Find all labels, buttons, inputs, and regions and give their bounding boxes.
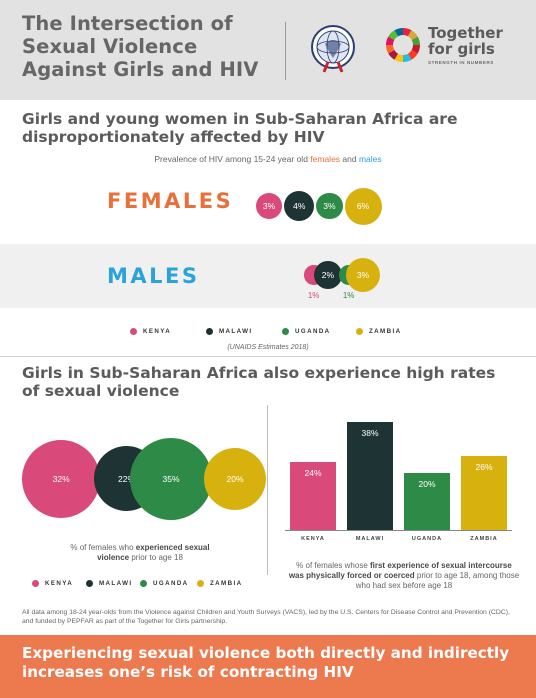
legend-top-item-uganda: UGANDA	[282, 328, 331, 335]
together-for-girls-logo-icon	[386, 28, 420, 62]
legend-top-item-text-malawi: MALAWI	[219, 328, 253, 335]
bar-caption-post: prior to age 18, among those who had sex…	[355, 571, 520, 590]
legend-top-item-dot-malawi	[206, 328, 213, 335]
bubble-caption-pre: % of females who	[70, 543, 136, 552]
bar-value-uganda: 20%	[418, 479, 436, 490]
bar-uganda: 20%	[404, 473, 450, 530]
legend-bottom-item-text-kenya: KENYA	[45, 580, 74, 587]
hiv-chart-subtitle: Prevalence of HIV among 15-24 year old f…	[0, 154, 536, 164]
legend-top-item-zambia: ZAMBIA	[356, 328, 401, 335]
banner-text: Experiencing sexual violence both direct…	[22, 644, 510, 681]
males-label: MALES	[107, 264, 200, 288]
sv-bubble-kenya: 32%	[22, 439, 101, 519]
section1-title: Girls and young women in Sub-Saharan Afr…	[22, 110, 458, 146]
legend-bottom-item-dot-uganda	[140, 580, 147, 587]
bar-category-kenya: KENYA	[301, 536, 325, 542]
source-note: (UNAIDS Estimates 2018)	[227, 344, 309, 351]
females-label: FEMALES	[107, 189, 234, 213]
sv-bubble-zambia: 20%	[204, 448, 266, 510]
bar-caption-pre: % of females whose	[296, 561, 370, 570]
legend-bottom-item-dot-zambia	[197, 580, 204, 587]
legend-top-item-text-kenya: KENYA	[143, 328, 172, 335]
bar-kenya: 24%	[290, 461, 336, 530]
bar-value-malawi: 38%	[361, 428, 379, 438]
bar-category-malawi: MALAWI	[355, 536, 385, 542]
legend-top-item-dot-kenya	[130, 328, 137, 335]
bubble-caption-post: prior to age 18	[129, 553, 183, 562]
legend-top-item-dot-zambia	[356, 328, 363, 335]
legend-bottom-item-uganda: UGANDA	[140, 580, 189, 587]
legend-bottom-item-text-malawi: MALAWI	[99, 580, 133, 587]
subtitle-text: Prevalence of HIV among 15-24 year old	[154, 154, 311, 164]
header-divider	[285, 22, 286, 80]
legend-bottom-item-malawi: MALAWI	[86, 580, 133, 587]
subtitle-males: males	[358, 154, 382, 164]
subtitle-females: females	[310, 154, 341, 164]
legend-top-item-kenya: KENYA	[130, 328, 171, 335]
male-bubble-zambia: 3%	[346, 258, 380, 292]
legend-top-item-malawi: MALAWI	[206, 328, 253, 335]
section-divider	[0, 356, 536, 357]
bar-category-uganda: UGANDA	[411, 536, 443, 542]
footnote: All data among 18-24 year-olds from the …	[22, 609, 510, 625]
female-bubble-kenya: 3%	[256, 192, 283, 220]
sv-bubble-uganda: 35%	[130, 438, 212, 520]
together-for-girls-tagline: STRENGTH IN NUMBERS	[428, 60, 494, 65]
bottom-banner: Experiencing sexual violence both direct…	[0, 635, 536, 698]
bar-malawi: 38%	[347, 422, 393, 530]
pepfar-seal-icon	[311, 25, 355, 73]
header: The Intersection of Sexual Violence Agai…	[0, 0, 536, 100]
male-label-uganda: 1%	[342, 291, 355, 300]
vertical-divider	[267, 405, 268, 575]
male-label-kenya: 1%	[307, 291, 320, 300]
legend-bottom-item-text-uganda: UGANDA	[153, 580, 189, 587]
together-for-girls-name: Together for girls	[428, 24, 503, 58]
males-band	[0, 244, 536, 308]
legend-top-item-text-uganda: UGANDA	[295, 328, 331, 335]
male-bubble-malawi: 2%	[314, 261, 342, 289]
legend-top-item-dot-uganda	[282, 328, 289, 335]
female-bubble-zambia: 6%	[344, 187, 382, 225]
bubble-chart-caption: % of females who experienced sexual viol…	[60, 543, 220, 563]
subtitle-and: and	[340, 154, 359, 164]
bar-chart-baseline	[285, 530, 512, 531]
bar-caption-bold: first experience of sexual intercourse w…	[288, 561, 512, 580]
bar-category-zambia: ZAMBIA	[470, 536, 498, 542]
female-bubble-uganda: 3%	[316, 192, 343, 220]
female-bubble-malawi: 4%	[284, 190, 315, 222]
legend-bottom-item-dot-malawi	[86, 580, 93, 587]
legend-top-item-text-zambia: ZAMBIA	[369, 328, 402, 335]
section2-title: Girls in Sub-Saharan Africa also experie…	[22, 364, 496, 400]
bubble-caption-bold: experienced sexual violence	[97, 543, 210, 562]
legend-bottom-item-zambia: ZAMBIA	[197, 580, 242, 587]
bar-value-kenya: 24%	[304, 467, 322, 478]
legend-bottom-item-dot-kenya	[32, 580, 39, 587]
page-title: The Intersection of Sexual Violence Agai…	[22, 12, 259, 81]
legend-bottom-item-kenya: KENYA	[32, 580, 73, 587]
bar-value-zambia: 26%	[475, 462, 493, 473]
legend-bottom-item-text-zambia: ZAMBIA	[210, 580, 243, 587]
bar-zambia: 26%	[461, 456, 507, 530]
bar-chart-caption: % of females whose first experience of s…	[288, 561, 520, 591]
